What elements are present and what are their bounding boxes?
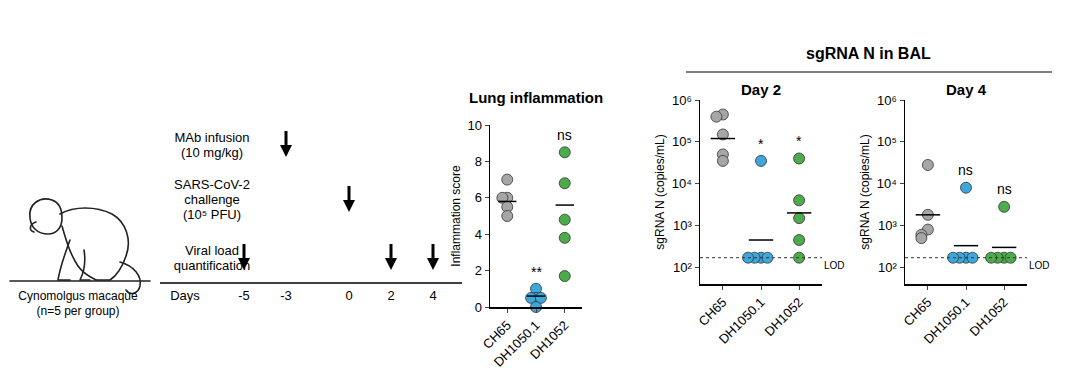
svg-text:10⁶: 10⁶ [877, 93, 897, 108]
svg-text:8: 8 [475, 154, 482, 169]
svg-text:4: 4 [475, 227, 482, 242]
svg-text:10⁵: 10⁵ [672, 134, 692, 149]
svg-text:ns: ns [958, 162, 973, 178]
svg-text:(n=5 per group): (n=5 per group) [36, 304, 119, 318]
svg-text:Lung inflammation: Lung inflammation [469, 89, 603, 106]
svg-text:-5: -5 [238, 288, 250, 303]
svg-text:0: 0 [345, 288, 352, 303]
svg-text:10: 10 [467, 118, 481, 133]
svg-text:ns: ns [557, 127, 572, 143]
svg-text:10⁴: 10⁴ [672, 176, 692, 191]
svg-text:10²: 10² [878, 260, 897, 275]
svg-text:Cynomolgus macaque: Cynomolgus macaque [18, 289, 138, 303]
svg-text:CH65: CH65 [900, 295, 934, 329]
svg-text:10²: 10² [673, 260, 692, 275]
svg-text:DH1050.1: DH1050.1 [921, 295, 973, 347]
svg-text:6: 6 [475, 190, 482, 205]
svg-text:10⁶: 10⁶ [672, 93, 692, 108]
svg-text:Day 4: Day 4 [946, 81, 987, 98]
svg-text:Days: Days [170, 288, 200, 303]
svg-text:DH1050.1: DH1050.1 [716, 295, 768, 347]
svg-text:DH1052: DH1052 [761, 295, 805, 339]
svg-text:10³: 10³ [878, 218, 897, 233]
svg-text:10⁴: 10⁴ [877, 176, 897, 191]
svg-text:MAb infusion(10 mg/kg): MAb infusion(10 mg/kg) [174, 130, 249, 160]
svg-text:*: * [758, 136, 764, 152]
svg-text:sgRNA N (copies/mL): sgRNA N (copies/mL) [653, 134, 667, 249]
svg-text:4: 4 [429, 288, 436, 303]
svg-text:LOD: LOD [1029, 260, 1050, 271]
svg-text:LOD: LOD [824, 260, 845, 271]
svg-text:DH1050.1: DH1050.1 [491, 318, 543, 370]
svg-text:10³: 10³ [673, 218, 692, 233]
svg-text:0: 0 [475, 300, 482, 315]
svg-text:CH65: CH65 [695, 295, 729, 329]
svg-text:ns: ns [997, 181, 1012, 197]
svg-text:DH1052: DH1052 [527, 318, 571, 362]
svg-text:sgRNA N (copies/mL): sgRNA N (copies/mL) [858, 134, 872, 249]
svg-text:Day 2: Day 2 [741, 81, 781, 98]
svg-text:**: ** [531, 264, 542, 280]
svg-text:SARS-CoV-2challenge(10⁵ PFU): SARS-CoV-2challenge(10⁵ PFU) [174, 177, 250, 222]
svg-text:10⁵: 10⁵ [877, 134, 897, 149]
svg-text:2: 2 [387, 288, 394, 303]
svg-text:2: 2 [475, 263, 482, 278]
svg-text:CH65: CH65 [480, 318, 514, 352]
svg-text:Inflammation score: Inflammation score [449, 165, 463, 267]
svg-text:-3: -3 [280, 288, 292, 303]
svg-text:DH1052: DH1052 [967, 295, 1011, 339]
svg-text:sgRNA N in BAL: sgRNA N in BAL [806, 45, 931, 62]
svg-text:Viral loadquantification: Viral loadquantification [174, 243, 251, 273]
svg-text:*: * [796, 133, 802, 149]
